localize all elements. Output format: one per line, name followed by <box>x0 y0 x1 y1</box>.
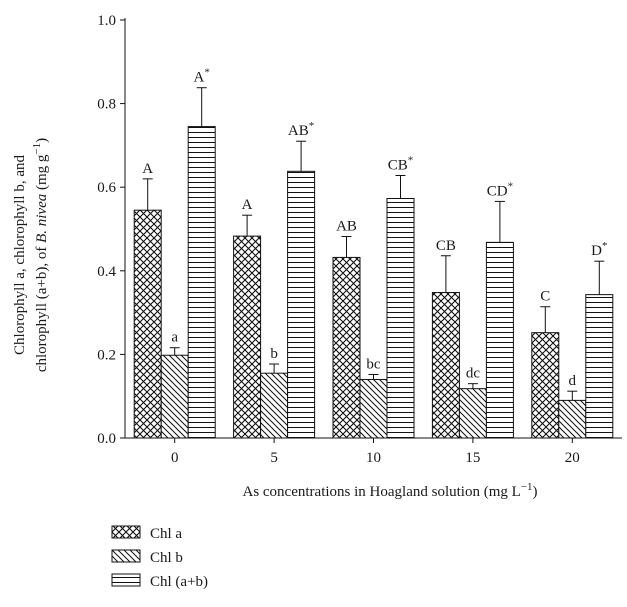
legend-label: Chl a <box>150 526 182 542</box>
y-axis-title-line1: Chlorophyll a, chlorophyll b, and <box>12 155 28 355</box>
x-tick-label: 0 <box>171 450 179 466</box>
x-tick-label: 20 <box>565 450 580 466</box>
significance-label: d <box>569 373 577 389</box>
x-axis-title-exp: −1 <box>521 481 533 493</box>
significance-mark: * <box>309 120 315 132</box>
y-axis-title-unit: (mg g <box>34 154 50 194</box>
significance-label: A <box>242 197 253 213</box>
y-tick-label: 0.0 <box>97 431 116 447</box>
significance-label: bc <box>366 356 381 372</box>
legend-swatch <box>111 573 141 587</box>
x-axis-title-text: As concentrations in Hoagland solution (… <box>242 484 520 500</box>
y-axis-title-prefix: chlorophyll (a+b), of <box>34 243 50 372</box>
bar <box>386 197 415 439</box>
y-tick-label: 1.0 <box>97 13 116 29</box>
bar <box>359 378 388 439</box>
bar <box>160 354 189 439</box>
significance-label: AB* <box>288 120 314 139</box>
significance-label: C <box>540 289 550 305</box>
significance-label: AB <box>336 219 357 235</box>
significance-label: CB* <box>388 154 414 173</box>
significance-label: dc <box>466 366 481 382</box>
legend-swatch <box>111 549 141 563</box>
y-axis-title-2: chlorophyll (a+b), of B. nivea (mg g−1) <box>31 138 50 372</box>
axes: 0 5 10 15 20 0.0 0.2 0.4 0.6 0.8 1.0 <box>97 13 622 466</box>
significance-mark: * <box>508 180 514 192</box>
bar <box>531 332 560 439</box>
significance-label: D* <box>591 240 607 259</box>
x-tick-label: 10 <box>366 450 381 466</box>
bar <box>187 126 216 439</box>
bar <box>332 256 361 439</box>
y-tick-label: 0.8 <box>97 97 116 113</box>
legend-label: Chl b <box>150 550 183 566</box>
bar <box>260 372 289 439</box>
y-axis-title-unit-exp: −1 <box>31 143 43 155</box>
significance-label: A* <box>194 67 210 86</box>
significance-label: a <box>171 330 178 346</box>
significance-label: CB <box>436 238 456 254</box>
significance-mark: * <box>408 154 414 166</box>
y-tick-label: 0.6 <box>97 180 116 196</box>
x-axis-title-close: ) <box>533 484 538 500</box>
bar <box>287 170 316 439</box>
legend-swatch <box>111 525 141 539</box>
x-tick-label: 15 <box>465 450 480 466</box>
plot-area <box>133 87 614 439</box>
y-axis-title-close: ) <box>34 138 50 143</box>
legend-label: Chl (a+b) <box>150 574 208 590</box>
bar <box>485 241 514 439</box>
significance-label: b <box>270 346 278 362</box>
y-axis-title-species: B. nivea <box>34 194 50 243</box>
significance-label: CD* <box>487 180 513 199</box>
bar <box>431 292 460 439</box>
significance-label: A <box>142 161 153 177</box>
bar <box>233 235 262 439</box>
y-axis-title: Chlorophyll a, chlorophyll b, and <box>12 155 28 355</box>
legend: Chl a Chl b Chl (a+b) <box>111 525 208 590</box>
bar <box>458 388 487 439</box>
bar <box>585 294 614 439</box>
x-tick-label: 5 <box>270 450 278 466</box>
significance-mark: * <box>602 240 608 252</box>
x-axis-title: As concentrations in Hoagland solution (… <box>242 481 537 500</box>
y-tick-label: 0.2 <box>97 347 116 363</box>
y-tick-label: 0.4 <box>97 264 116 280</box>
bar <box>133 209 162 439</box>
bar <box>558 399 587 439</box>
significance-mark: * <box>204 67 210 79</box>
